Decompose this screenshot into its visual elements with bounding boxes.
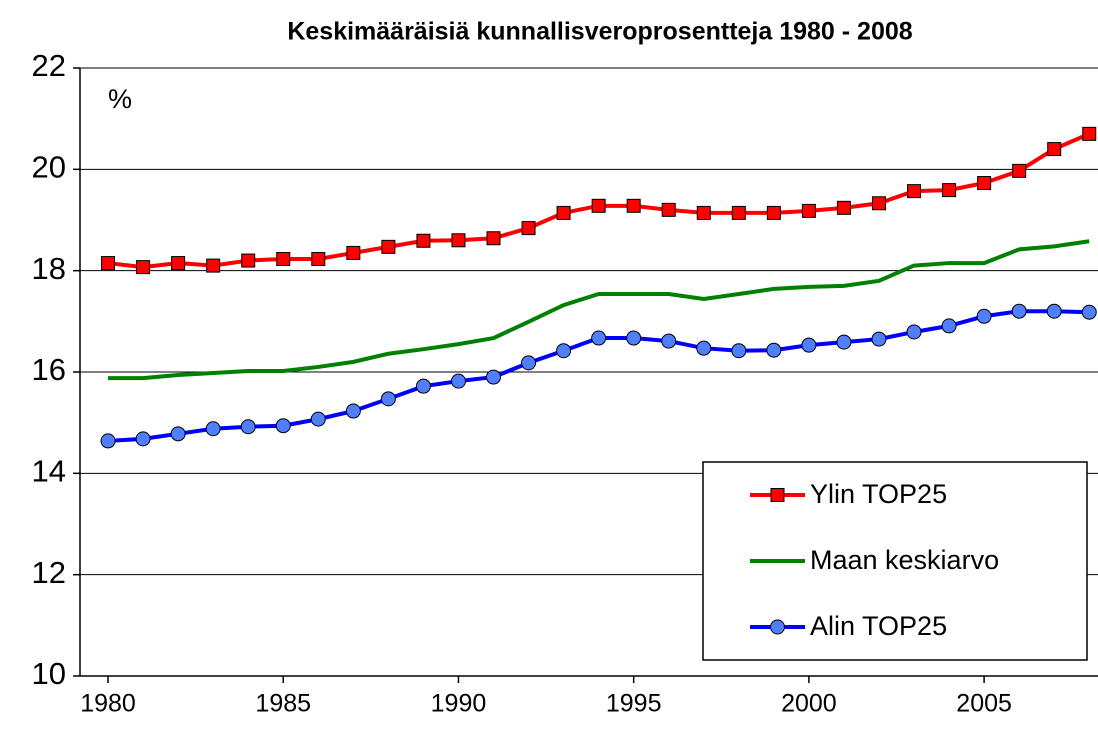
marker (241, 253, 256, 268)
marker (415, 378, 431, 394)
marker (380, 391, 396, 407)
y-tick-label: 22 (32, 48, 66, 83)
marker (521, 355, 537, 371)
marker (626, 330, 642, 346)
x-tick-label: 1980 (80, 690, 136, 718)
marker (311, 252, 326, 267)
marker (836, 200, 851, 215)
marker (171, 256, 186, 271)
marker (801, 337, 817, 353)
unit-label: % (108, 84, 132, 114)
marker (696, 340, 712, 356)
x-tick-label: 1990 (431, 690, 487, 718)
x-tick-label: 2005 (956, 690, 1012, 718)
marker (871, 196, 886, 211)
marker (556, 343, 572, 359)
marker (206, 258, 221, 273)
marker (345, 403, 361, 419)
marker (556, 205, 571, 220)
marker (906, 324, 922, 340)
marker (276, 252, 291, 267)
marker (731, 205, 746, 220)
marker (1046, 303, 1062, 319)
series-line (108, 239, 1090, 381)
marker (416, 233, 431, 248)
x-tick-label: 2000 (781, 690, 837, 718)
legend-label: Alin TOP25 (810, 611, 947, 641)
marker (135, 431, 151, 447)
marker (1082, 126, 1097, 141)
marker (346, 245, 361, 260)
marker (381, 239, 396, 254)
y-tick-label: 18 (32, 251, 66, 286)
marker (907, 184, 922, 199)
marker (977, 176, 992, 191)
y-tick-label: 12 (32, 555, 66, 590)
marker (486, 369, 502, 385)
x-tick-label: 1995 (606, 690, 662, 718)
chart-title: Keskimääräisiä kunnallisveroprosentteja … (287, 18, 912, 46)
marker (100, 433, 116, 449)
marker (661, 333, 677, 349)
marker (801, 203, 816, 218)
marker (486, 231, 501, 246)
marker (942, 183, 957, 198)
marker (871, 331, 887, 347)
legend-label: Maan keskiarvo (810, 545, 999, 575)
marker (451, 233, 466, 248)
marker (591, 198, 606, 213)
marker (521, 221, 536, 236)
legend-marker (770, 619, 785, 635)
x-tick-label: 1985 (255, 690, 311, 718)
marker (836, 334, 852, 350)
y-tick-label: 16 (32, 352, 66, 387)
legend-marker (770, 488, 785, 502)
marker (450, 373, 466, 389)
marker (591, 330, 607, 346)
marker (275, 418, 291, 434)
y-tick-label: 20 (32, 150, 66, 185)
marker (136, 260, 151, 275)
marker (766, 342, 782, 358)
marker (976, 308, 992, 324)
marker (661, 202, 676, 217)
y-tick-label: 14 (32, 454, 66, 489)
marker (310, 411, 326, 427)
marker (626, 198, 641, 213)
marker (941, 318, 957, 334)
legend-label: Ylin TOP25 (810, 479, 947, 509)
marker (1011, 303, 1027, 319)
marker (101, 256, 116, 271)
marker (1081, 304, 1097, 320)
marker (1047, 142, 1062, 157)
y-tick-label: 10 (32, 656, 66, 691)
marker (240, 419, 256, 435)
marker (696, 205, 711, 220)
marker (170, 426, 186, 442)
marker (205, 421, 221, 437)
marker (731, 343, 747, 359)
marker (1012, 163, 1027, 178)
marker (766, 205, 781, 220)
